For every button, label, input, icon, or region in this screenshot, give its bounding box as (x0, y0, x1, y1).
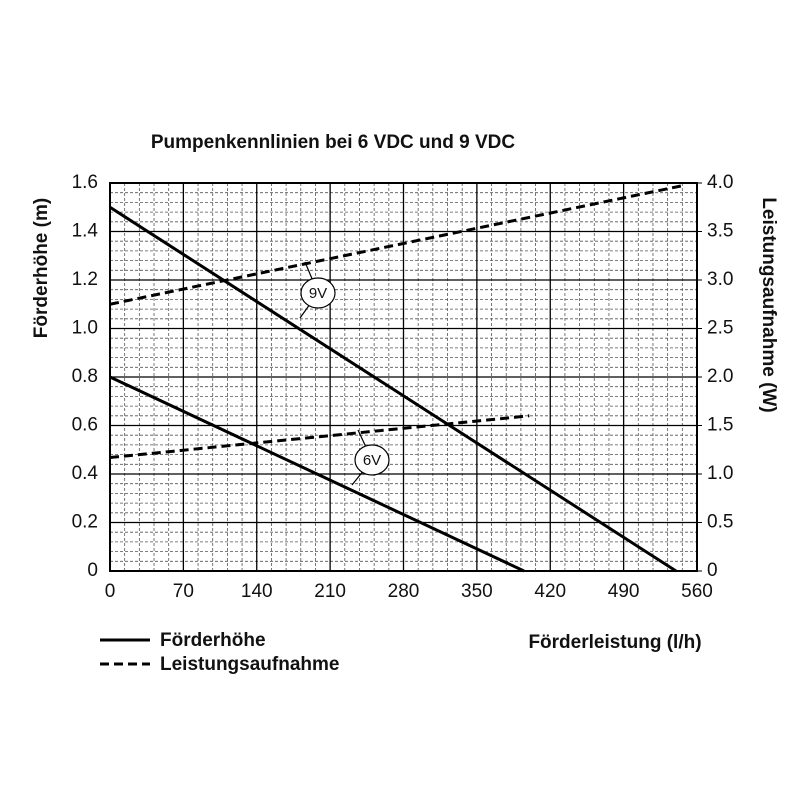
y-tick-label: 0.2 (72, 512, 98, 533)
y2-tick-label: 1.5 (707, 415, 733, 436)
y-tick-label: 0.6 (72, 415, 98, 436)
y-tick-label: 0.8 (72, 366, 98, 387)
y2-tick-label: 2.5 (707, 318, 733, 339)
y2-tick-label: 1.0 (707, 463, 733, 484)
x-tick-label: 560 (681, 581, 713, 602)
x-tick-label: 350 (461, 581, 493, 602)
x-tick-label: 210 (314, 581, 346, 602)
series-line (109, 184, 682, 460)
y2-tick-label: 3.0 (707, 269, 733, 290)
chart-title: Pumpenkennlinien bei 6 VDC und 9 VDC (151, 132, 515, 153)
legend-label: Leistungsaufnahme (160, 654, 339, 675)
x-tick-label: 140 (241, 581, 273, 602)
x-tick-label: 420 (534, 581, 566, 602)
callout-label: 9V (309, 285, 327, 302)
callout-bubble (354, 444, 390, 476)
y-tick-label: 1.4 (72, 221, 99, 242)
y2-tick-label: 0.5 (707, 512, 733, 533)
y-tick-label: 0 (87, 560, 98, 581)
legend-label: Förderhöhe (160, 630, 266, 651)
y-tick-label: 1.0 (72, 318, 98, 339)
x-tick-label: 0 (105, 581, 116, 602)
x-tick-label: 280 (388, 581, 420, 602)
callout-label: 6V (363, 452, 381, 469)
y-tick-label: 1.6 (72, 172, 98, 193)
y2-tick-label: 0 (707, 560, 718, 581)
y-tick-label: 1.2 (72, 269, 98, 290)
callout-bubble (300, 277, 336, 309)
x-tick-label: 70 (173, 581, 194, 602)
y2-tick-label: 4.0 (707, 172, 733, 193)
series-line (109, 205, 677, 573)
y2-axis-label: Leistungsaufnahme (W) (758, 197, 779, 412)
y2-tick-label: 3.5 (707, 221, 733, 242)
y2-tick-label: 2.0 (707, 366, 733, 387)
x-axis-label: Förderleistung (l/h) (528, 632, 701, 653)
x-tick-label: 490 (608, 581, 640, 602)
y-tick-label: 0.4 (72, 463, 99, 484)
y-axis-label: Förderhöhe (m) (31, 198, 52, 338)
